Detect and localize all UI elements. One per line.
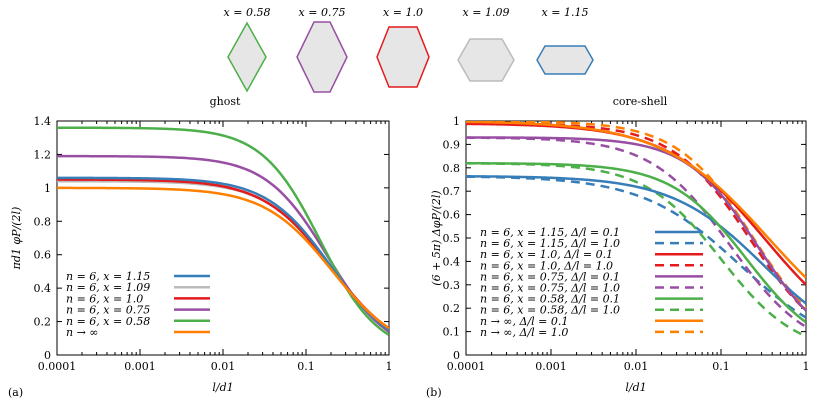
hexagon-shape [376,26,430,88]
legend-label: n → ∞ [66,326,98,339]
legend-label: n = 6, x = 1.15, Δ/l = 0.1 [480,226,620,239]
x-tick-label: 0.01 [211,360,236,373]
series-line [57,176,389,331]
legend-label: n = 6, x = 1.0, Δ/l = 1.0 [480,259,613,272]
panel-label: (a) [8,386,23,399]
legend-label: n = 6, x = 1.15, Δ/l = 1.0 [480,237,620,250]
legend-label: n = 6, x = 1.09 [66,281,150,294]
series-line [466,175,806,319]
legend-label: n = 6, x = 0.58 [66,315,150,328]
series-line [57,126,389,336]
shape-label: x = 1.15 [542,6,589,19]
hexagon-shape [536,45,594,75]
x-tick-label: 0.01 [624,360,649,373]
y-tick-label: 0.8 [34,215,52,228]
y-tick-label: 0.5 [443,232,461,245]
shape-label: x = 0.58 [224,6,271,19]
legend-label: n = 6, x = 0.75 [66,304,150,317]
y-tick-label: 0.2 [443,302,461,315]
series-line [466,136,806,328]
shape-label: x = 1.09 [463,6,510,19]
x-tick-label: 0.0001 [447,360,486,373]
x-tick-label: 0.1 [712,360,730,373]
chart-panel: core-shell 0 0.1 0.2 0.3 0.4 0.5 0.6 0.7 0.8 0.9 1 0… [426,95,810,399]
series-line [466,121,806,310]
legend-label: n = 6, x = 1.0 [66,292,143,305]
legend-label: n = 6, x = 0.58, Δ/l = 0.1 [480,293,620,306]
hexagon-shape [457,38,515,82]
legend-label: n = 6, x = 1.15 [66,270,150,283]
x-axis-label: l/d1 [212,381,233,394]
y-tick-label: 0.7 [443,185,461,198]
x-tick-label: 0.0001 [38,360,77,373]
y-tick-label: 0.2 [34,316,52,329]
y-tick-label: 0.6 [443,209,461,222]
y-tick-label: 0 [453,349,460,362]
shape-label: x = 1.0 [383,6,423,19]
panel-label: (b) [426,386,442,399]
y-tick-label: 0.3 [443,279,461,292]
series-line [466,122,806,312]
legend-label: n → ∞, Δ/l = 1.0 [480,326,568,339]
x-tick-label: 0.001 [124,360,156,373]
legend-label: n → ∞, Δ/l = 0.1 [480,315,568,328]
series-line [57,186,389,330]
series-line [466,162,806,338]
y-tick-label: 1 [453,115,460,128]
y-axis-label: πd1 φP/(2l) [10,207,23,271]
legend-label: n = 6, x = 0.75, Δ/l = 0.1 [480,270,620,283]
x-tick-label: 1 [386,360,393,373]
legend-label: n = 6, x = 0.75, Δ/l = 1.0 [480,282,620,295]
y-tick-label: 0.8 [443,162,461,175]
y-tick-label: 1.4 [34,115,52,128]
hexagon-shape [227,21,267,93]
panel-title: ghost [210,95,241,108]
chart-panel: ghost 0 0.2 0.4 0.6 0.8 1 1.2 1.4 0.0001 0.001 0.01… [8,95,393,399]
x-tick-label: 1 [803,360,810,373]
series-line [466,136,806,312]
y-tick-label: 0.4 [443,255,461,268]
y-tick-label: 0.1 [443,326,461,339]
legend-label: n = 6, x = 0.58, Δ/l = 1.0 [480,304,620,317]
y-tick-label: 0.6 [34,249,52,262]
y-axis-label: (6 + 5π) ΔφP/(2l) [430,190,443,285]
series-line [466,175,806,305]
series-line [466,161,806,324]
series-line [466,121,806,279]
legend-label: n = 6, x = 1.0, Δ/l = 0.1 [480,248,613,261]
x-tick-label: 0.1 [297,360,315,373]
y-tick-label: 0 [44,349,51,362]
x-tick-label: 0.001 [535,360,567,373]
y-tick-label: 1.2 [34,148,52,161]
hexagon-shape [296,21,348,93]
panel-title: core-shell [613,95,668,108]
x-axis-label: l/d1 [625,381,646,394]
y-tick-label: 0.9 [443,138,461,151]
shape-label: x = 0.75 [299,6,346,19]
y-tick-label: 0.4 [34,282,52,295]
y-tick-label: 1 [44,182,51,195]
